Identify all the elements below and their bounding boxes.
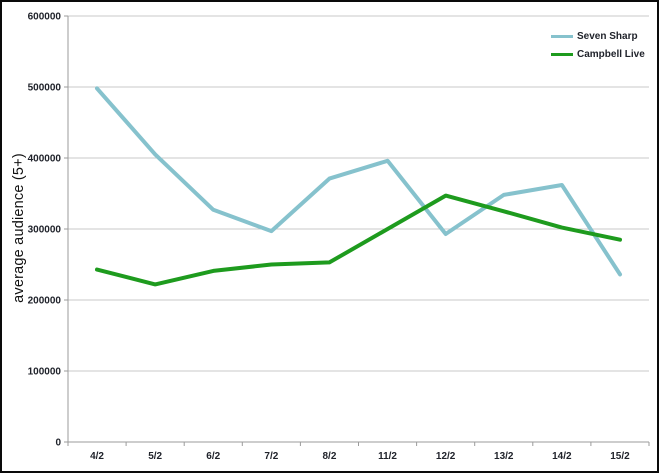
legend-label: Campbell Live [577,49,645,60]
x-tick-label: 4/2 [90,451,104,462]
series-line-campbell-live [95,193,622,287]
x-tick-label: 5/2 [148,451,162,462]
campbell-live-line-swatch [551,53,573,56]
x-tick-label: 7/2 [264,451,278,462]
legend-label: Seven Sharp [577,31,638,42]
y-tick-label: 400000 [28,154,62,165]
legend-entry-campbell-live: Campbell Live [551,49,645,60]
x-tick-label: 13/2 [494,451,514,462]
series-line-seven-sharp [95,86,622,277]
seven-sharp-line-swatch [551,35,573,38]
x-tick-label: 12/2 [436,451,456,462]
y-axis-title: average audience (5+) [11,153,27,303]
y-tick-label: 500000 [28,83,62,94]
x-tick-label: 14/2 [552,451,572,462]
y-tick-label: 600000 [28,12,62,23]
x-tick-label: 6/2 [206,451,220,462]
x-tick-label: 11/2 [378,451,397,462]
x-tick-label: 8/2 [322,451,336,462]
y-tick-label: 200000 [28,296,62,307]
y-tick-label: 0 [55,438,61,449]
y-tick-label: 300000 [28,225,62,236]
x-tick-label: 15/2 [610,451,630,462]
legend-entry-seven-sharp: Seven Sharp [551,31,645,42]
legend: Seven Sharp Campbell Live [551,31,645,60]
y-tick-label: 100000 [28,367,62,378]
